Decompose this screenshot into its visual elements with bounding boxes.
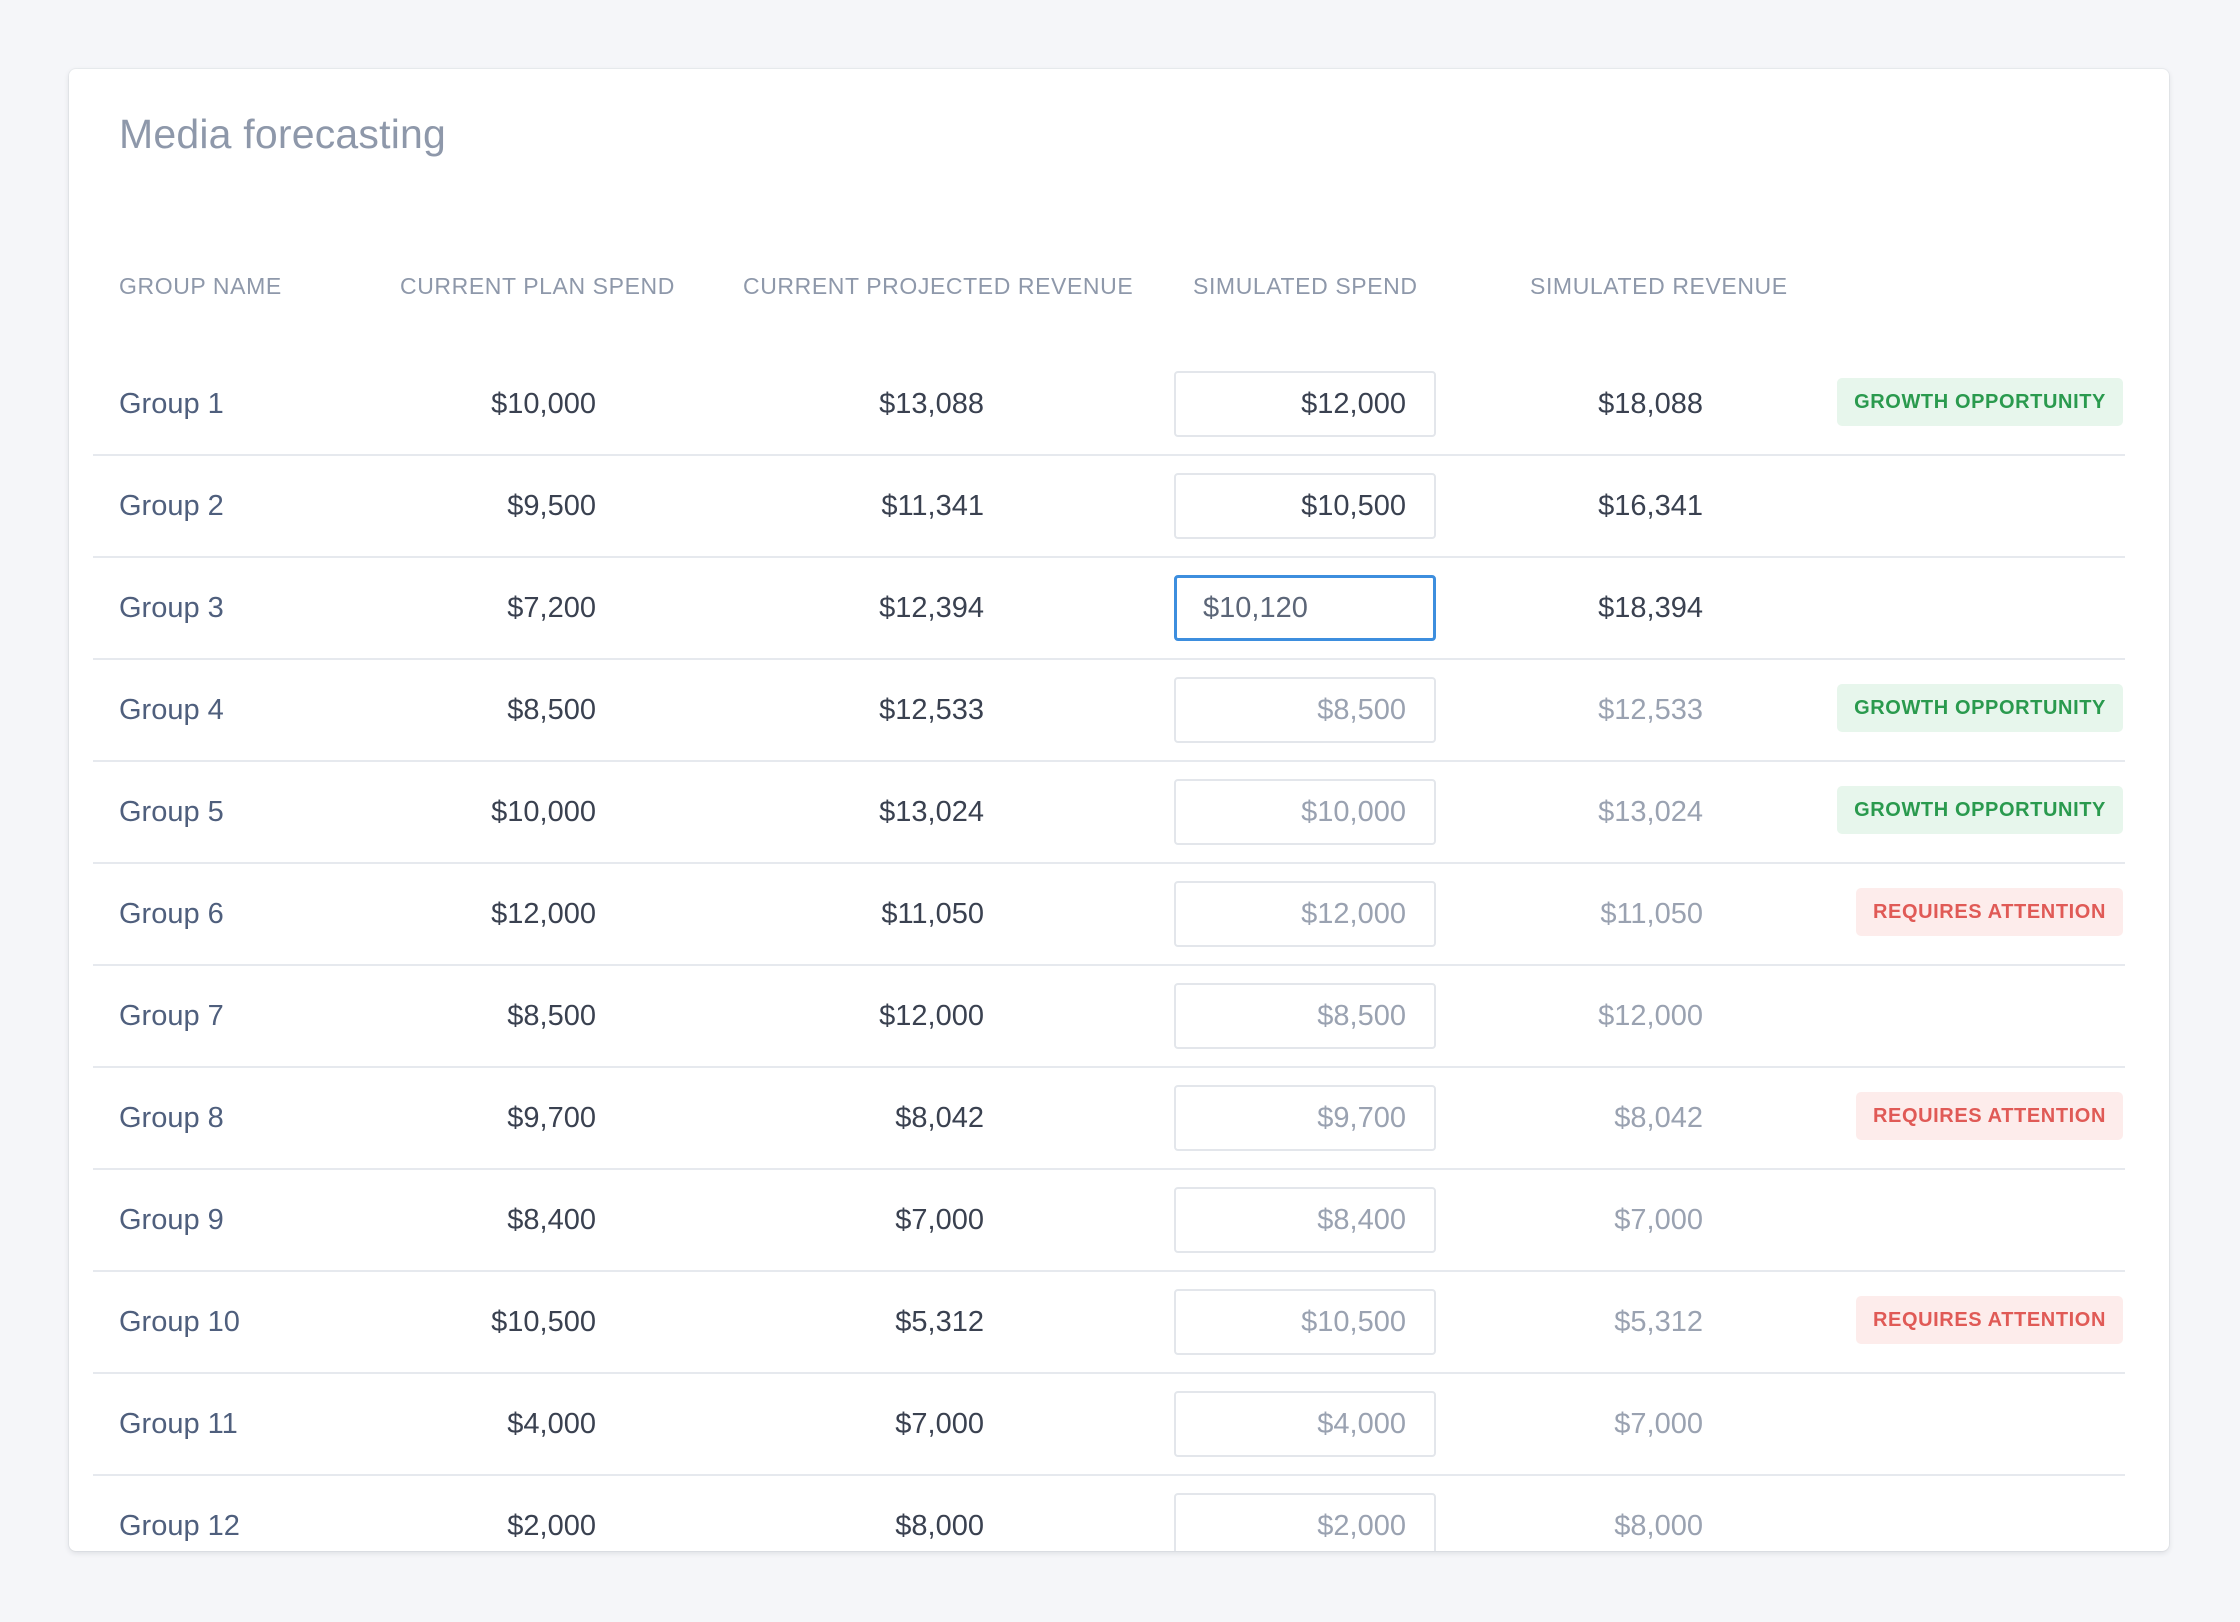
simulated-spend-input[interactable] (1174, 575, 1436, 641)
current-plan-spend-cell: $10,500 (491, 1306, 596, 1338)
table-row: Group 8 $9,700 $8,042 $8,042 REQUIRES ATTENT… (93, 1068, 2125, 1170)
current-plan-spend-cell: $2,000 (507, 1510, 596, 1542)
requires-attention-badge: REQUIRES ATTENTION (1855, 1296, 2123, 1344)
current-plan-spend-cell: $10,000 (491, 388, 596, 420)
growth-opportunity-badge: GROWTH OPPORTUNITY (1837, 786, 2123, 834)
simulated-revenue-cell: $13,024 (1598, 796, 1703, 828)
current-projected-revenue-cell: $11,050 (881, 898, 984, 930)
current-projected-revenue-cell: $12,394 (879, 592, 984, 624)
media-forecasting-card: Media forecasting GROUP NAME CURRENT PLA… (69, 69, 2169, 1551)
table-row: Group 6 $12,000 $11,050 $11,050 REQUIRES ATT… (93, 864, 2125, 966)
group-name-cell: Group 12 (119, 1510, 240, 1542)
current-plan-spend-cell: $12,000 (491, 898, 596, 930)
current-plan-spend-cell: $8,500 (507, 694, 596, 726)
current-projected-revenue-cell: $12,000 (879, 1000, 984, 1032)
group-name-cell: Group 4 (119, 694, 224, 726)
current-projected-revenue-cell: $12,533 (879, 694, 984, 726)
growth-opportunity-badge: GROWTH OPPORTUNITY (1837, 684, 2123, 732)
simulated-spend-input[interactable] (1174, 473, 1436, 539)
table-row: Group 5 $10,000 $13,024 $13,024 GROWTH OPPOR… (93, 762, 2125, 864)
table-row: Group 9 $8,400 $7,000 $7,000 (93, 1170, 2125, 1272)
current-projected-revenue-cell: $8,042 (895, 1102, 984, 1134)
table-row: Group 10 $10,500 $5,312 $5,312 REQUIRES ATTE… (93, 1272, 2125, 1374)
simulated-spend-input[interactable] (1174, 1085, 1436, 1151)
table-row: Group 12 $2,000 $8,000 $8,000 (93, 1476, 2125, 1551)
current-plan-spend-cell: $9,700 (507, 1102, 596, 1134)
current-plan-spend-cell: $10,000 (491, 796, 596, 828)
column-header-simulated-spend: SIMULATED SPEND (1193, 273, 1418, 299)
simulated-revenue-cell: $12,533 (1598, 694, 1703, 726)
table-row: Group 4 $8,500 $12,533 $12,533 GROWTH OPPORT… (93, 660, 2125, 762)
simulated-revenue-cell: $5,312 (1614, 1306, 1703, 1338)
group-name-cell: Group 9 (119, 1204, 224, 1236)
current-projected-revenue-cell: $11,341 (881, 490, 984, 522)
current-projected-revenue-cell: $13,088 (879, 388, 984, 420)
table-row: Group 1 $10,000 $13,088 $18,088 GROWTH OPPOR… (93, 354, 2125, 456)
simulated-spend-input[interactable] (1174, 1493, 1436, 1551)
simulated-revenue-cell: $7,000 (1614, 1408, 1703, 1440)
table-row: Group 7 $8,500 $12,000 $12,000 (93, 966, 2125, 1068)
page-title: Media forecasting (119, 111, 447, 157)
requires-attention-badge: REQUIRES ATTENTION (1855, 888, 2123, 936)
column-header-simulated-revenue: SIMULATED REVENUE (1530, 273, 1788, 299)
group-name-cell: Group 6 (119, 898, 224, 930)
current-projected-revenue-cell: $7,000 (895, 1408, 984, 1440)
table-body: Group 1 $10,000 $13,088 $18,088 GROWTH OPPOR… (69, 354, 2169, 1551)
current-plan-spend-cell: $9,500 (507, 490, 596, 522)
simulated-revenue-cell: $18,088 (1598, 388, 1703, 420)
group-name-cell: Group 7 (119, 1000, 224, 1032)
simulated-spend-input[interactable] (1174, 1187, 1436, 1253)
current-plan-spend-cell: $7,200 (507, 592, 596, 624)
simulated-revenue-cell: $11,050 (1600, 898, 1703, 930)
simulated-spend-input[interactable] (1174, 779, 1436, 845)
group-name-cell: Group 10 (119, 1306, 240, 1338)
simulated-spend-input[interactable] (1174, 1391, 1436, 1457)
group-name-cell: Group 2 (119, 490, 224, 522)
current-projected-revenue-cell: $7,000 (895, 1204, 984, 1236)
current-projected-revenue-cell: $8,000 (895, 1510, 984, 1542)
group-name-cell: Group 5 (119, 796, 224, 828)
group-name-cell: Group 11 (119, 1408, 238, 1440)
simulated-spend-input[interactable] (1174, 983, 1436, 1049)
growth-opportunity-badge: GROWTH OPPORTUNITY (1837, 378, 2123, 426)
current-plan-spend-cell: $8,500 (507, 1000, 596, 1032)
column-header-current-plan-spend: CURRENT PLAN SPEND (400, 273, 675, 299)
group-name-cell: Group 8 (119, 1102, 224, 1134)
simulated-revenue-cell: $8,042 (1614, 1102, 1703, 1134)
simulated-spend-input[interactable] (1174, 881, 1436, 947)
column-header-group-name: GROUP NAME (119, 273, 282, 299)
group-name-cell: Group 3 (119, 592, 224, 624)
current-plan-spend-cell: $4,000 (507, 1408, 596, 1440)
simulated-revenue-cell: $16,341 (1598, 490, 1703, 522)
simulated-spend-input[interactable] (1174, 371, 1436, 437)
simulated-revenue-cell: $8,000 (1614, 1510, 1703, 1542)
simulated-revenue-cell: $12,000 (1598, 1000, 1703, 1032)
simulated-revenue-cell: $7,000 (1614, 1204, 1703, 1236)
table-row: Group 2 $9,500 $11,341 $16,341 (93, 456, 2125, 558)
simulated-spend-input[interactable] (1174, 1289, 1436, 1355)
simulated-spend-input[interactable] (1174, 677, 1436, 743)
column-header-current-projected-revenue: CURRENT PROJECTED REVENUE (743, 273, 1134, 299)
table-row: Group 11 $4,000 $7,000 $7,000 (93, 1374, 2125, 1476)
group-name-cell: Group 1 (119, 388, 224, 420)
current-projected-revenue-cell: $5,312 (895, 1306, 984, 1338)
simulated-revenue-cell: $18,394 (1598, 592, 1703, 624)
current-projected-revenue-cell: $13,024 (879, 796, 984, 828)
table-header: GROUP NAME CURRENT PLAN SPEND CURRENT PR… (69, 273, 2169, 343)
current-plan-spend-cell: $8,400 (507, 1204, 596, 1236)
table-row: Group 3 $7,200 $12,394 $18,394 (93, 558, 2125, 660)
requires-attention-badge: REQUIRES ATTENTION (1855, 1092, 2123, 1140)
